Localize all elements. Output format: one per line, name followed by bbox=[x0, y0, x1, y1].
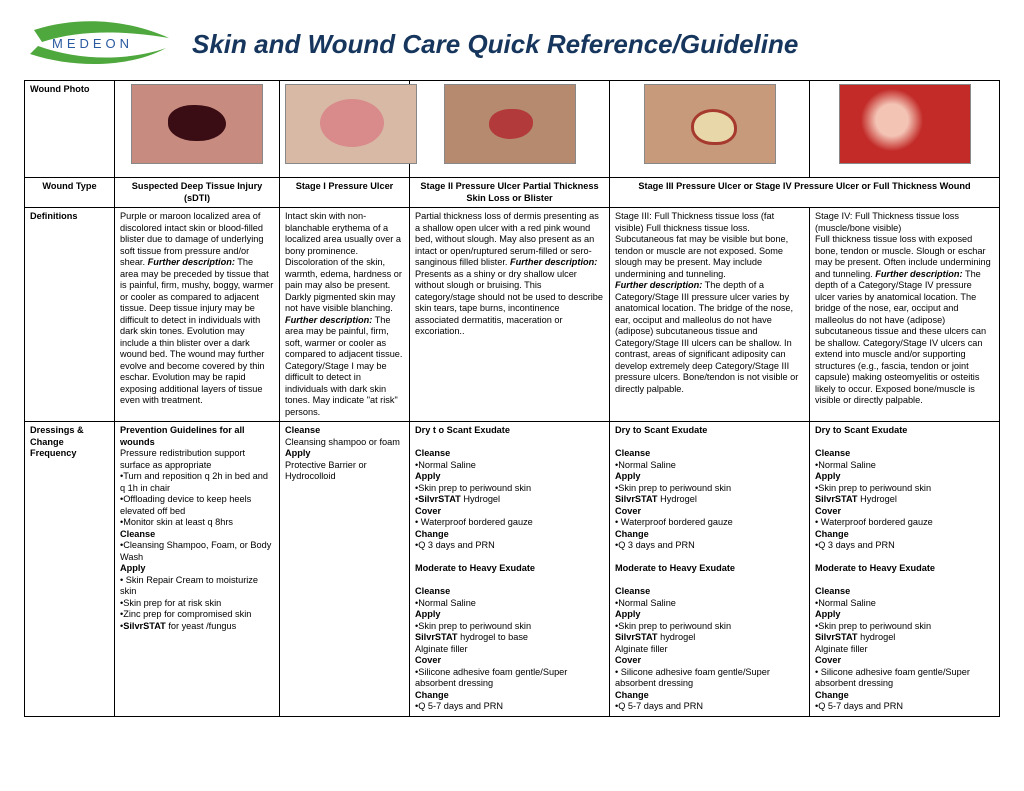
def-stage4: Stage IV: Full Thickness tissue loss (mu… bbox=[810, 208, 1000, 422]
type-sdti: Suspected Deep Tissue Injury (sDTI) bbox=[115, 178, 280, 208]
svg-text:MEDEON: MEDEON bbox=[52, 36, 133, 51]
row-label-type: Wound Type bbox=[25, 178, 115, 208]
def-stage1: Intact skin with non-blanchable erythema… bbox=[280, 208, 410, 422]
row-photo: Wound Photo bbox=[25, 81, 1000, 178]
type-stage2: Stage II Pressure Ulcer Partial Thicknes… bbox=[410, 178, 610, 208]
header: MEDEON Skin and Wound Care Quick Referen… bbox=[24, 18, 1000, 70]
type-stage34: Stage III Pressure Ulcer or Stage IV Pre… bbox=[610, 178, 1000, 208]
photo-stage4 bbox=[810, 81, 1000, 178]
row-label-photo: Wound Photo bbox=[25, 81, 115, 178]
dress-stage2: Dry t o Scant ExudateCleanse•Normal Sali… bbox=[410, 422, 610, 717]
photo-sdti bbox=[115, 81, 280, 178]
dress-sdti: Prevention Guidelines for all woundsPres… bbox=[115, 422, 280, 717]
row-dressings: Dressings & Change Frequency Prevention … bbox=[25, 422, 1000, 717]
reference-table: Wound Photo Wound Type Suspected Deep Ti… bbox=[24, 80, 1000, 717]
def-stage3: Stage III: Full Thickness tissue loss (f… bbox=[610, 208, 810, 422]
photo-stage1 bbox=[280, 81, 410, 178]
row-label-def: Definitions bbox=[25, 208, 115, 422]
def-sdti: Purple or maroon localized area of disco… bbox=[115, 208, 280, 422]
dress-stage3: Dry to Scant ExudateCleanse•Normal Salin… bbox=[610, 422, 810, 717]
row-type: Wound Type Suspected Deep Tissue Injury … bbox=[25, 178, 1000, 208]
photo-stage2 bbox=[410, 81, 610, 178]
photo-stage3 bbox=[610, 81, 810, 178]
def-stage2: Partial thickness loss of dermis present… bbox=[410, 208, 610, 422]
dress-stage4: Dry to Scant ExudateCleanse•Normal Salin… bbox=[810, 422, 1000, 717]
row-label-dress: Dressings & Change Frequency bbox=[25, 422, 115, 717]
medeon-logo: MEDEON bbox=[24, 18, 174, 70]
row-definitions: Definitions Purple or maroon localized a… bbox=[25, 208, 1000, 422]
type-stage1: Stage I Pressure Ulcer bbox=[280, 178, 410, 208]
page-title: Skin and Wound Care Quick Reference/Guid… bbox=[192, 29, 798, 60]
dress-stage1: CleanseCleansing shampoo or foamApplyPro… bbox=[280, 422, 410, 717]
